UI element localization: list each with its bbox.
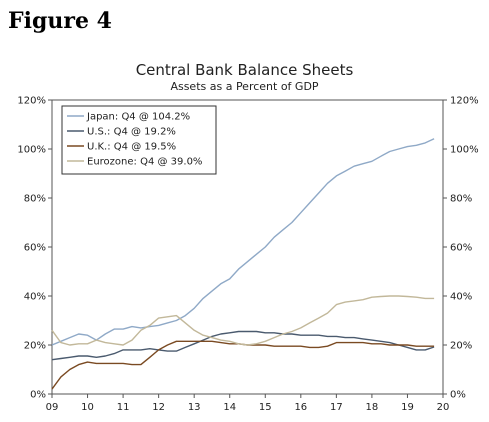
legend-label-2: U.K.: Q4 @ 19.5% xyxy=(87,142,176,153)
figure-label: Figure 4 xyxy=(8,8,112,34)
x-tick-label: 12 xyxy=(152,402,165,413)
x-tick-label: 16 xyxy=(294,402,307,413)
y-tick-label-right: 120% xyxy=(450,96,479,107)
legend-label-0: Japan: Q4 @ 104.2% xyxy=(86,112,190,123)
x-tick-label: 10 xyxy=(81,402,94,413)
x-tick-label: 17 xyxy=(330,402,343,413)
y-tick-label-left: 60% xyxy=(24,243,46,254)
y-tick-label-right: 60% xyxy=(450,243,472,254)
y-tick-label-left: 120% xyxy=(17,96,46,107)
legend-label-1: U.S.: Q4 @ 19.2% xyxy=(87,127,176,138)
x-tick-label: 20 xyxy=(437,402,450,413)
y-tick-label-left: 100% xyxy=(17,145,46,156)
y-tick-label-right: 40% xyxy=(450,292,472,303)
y-tick-label-left: 80% xyxy=(24,194,46,205)
y-tick-label-left: 40% xyxy=(24,292,46,303)
x-tick-label: 18 xyxy=(366,402,379,413)
chart-series-lines xyxy=(51,138,435,390)
chart-subtitle: Assets as a Percent of GDP xyxy=(170,80,319,93)
series-line-1 xyxy=(51,330,435,361)
x-tick-label: 15 xyxy=(259,402,272,413)
series-line-0 xyxy=(51,138,435,346)
series-line-2 xyxy=(51,340,435,390)
x-tick-label: 11 xyxy=(117,402,130,413)
y-tick-label-right: 0% xyxy=(450,390,466,401)
y-tick-label-right: 80% xyxy=(450,194,472,205)
legend-label-3: Eurozone: Q4 @ 39.0% xyxy=(87,157,202,168)
chart-title: Central Bank Balance Sheets xyxy=(135,61,354,79)
y-tick-label-right: 20% xyxy=(450,341,472,352)
legend-box xyxy=(61,105,217,175)
x-tick-label: 19 xyxy=(401,402,414,413)
x-tick-label: 14 xyxy=(223,402,236,413)
x-tick-label: 09 xyxy=(46,402,59,413)
chart-legend: Japan: Q4 @ 104.2% U.S.: Q4 @ 19.2% U.K.: … xyxy=(61,105,217,175)
y-tick-label-left: 0% xyxy=(30,390,46,401)
y-tick-label-left: 20% xyxy=(24,341,46,352)
series-line-3 xyxy=(51,295,435,346)
chart-axes: 0% 0% 20% 20% 40% 40% 60% 60% 80% 80% 100% 100% 120%… xyxy=(17,96,478,414)
x-tick-label: 13 xyxy=(188,402,201,413)
y-tick-label-right: 100% xyxy=(450,145,479,156)
